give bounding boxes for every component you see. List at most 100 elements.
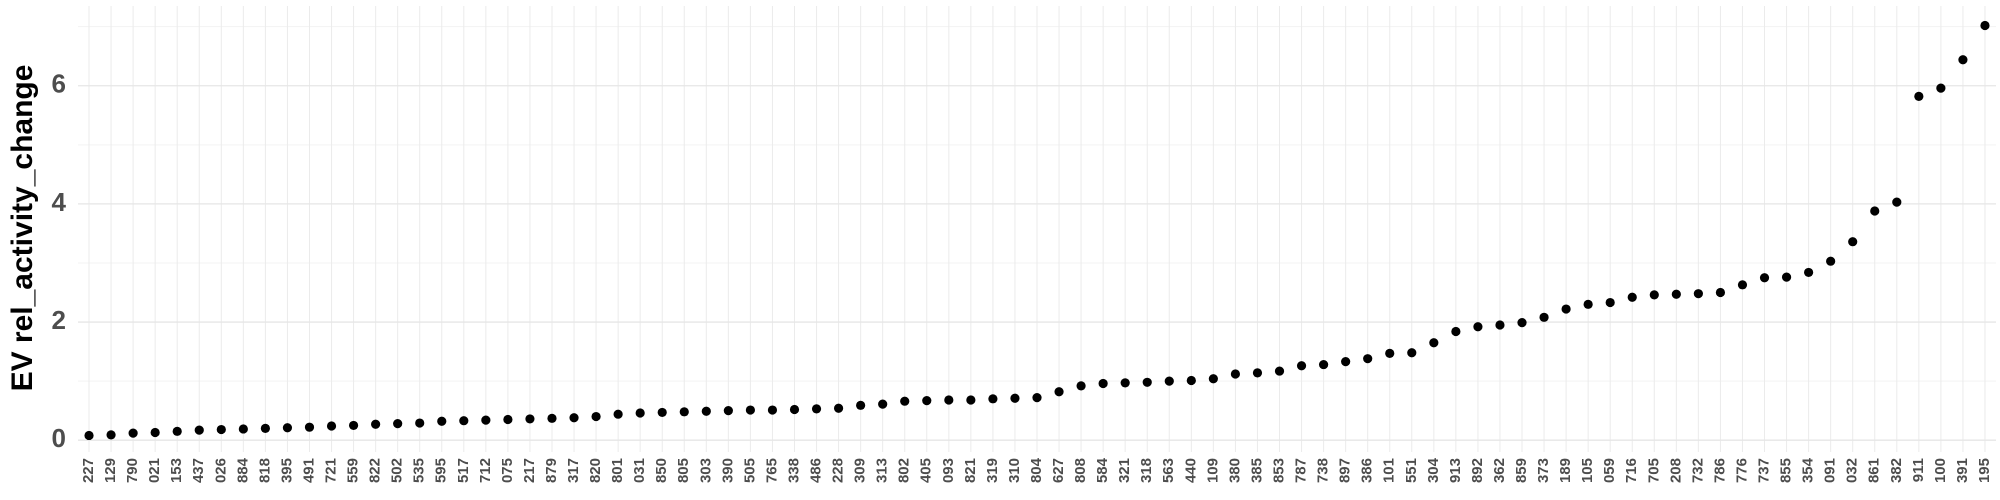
x-tick-label: 304 [1425,457,1442,483]
x-tick-label: 091 [1822,458,1839,483]
x-tick-label: 105 [1579,458,1596,483]
x-tick-label: 712 [477,458,494,483]
x-tick-label: 031 [631,458,648,483]
x-tick-label: 373 [1535,458,1552,483]
point [1296,361,1307,371]
point [679,407,689,417]
x-tick-label: 732 [1689,458,1706,483]
point [1649,290,1659,300]
point [1120,378,1130,388]
x-tick-label: 317 [565,458,582,483]
x-tick-label: 786 [1711,458,1728,483]
point [172,426,182,436]
x-tick-label: 109 [1204,458,1221,483]
point [1451,326,1461,337]
x-tick-label: 217 [521,458,538,483]
point [1186,375,1196,386]
labels: 0 2 4 6 227 129 790 021 153 437 026 884 818 395 491 721… [52,69,1993,483]
x-tick-label: 313 [874,458,891,483]
point [811,404,822,414]
points [84,20,1990,441]
x-tick-label: 021 [146,458,163,483]
point [657,407,667,418]
point [437,416,447,426]
point [1495,320,1505,330]
x-tick-label: 804 [1028,457,1045,483]
point [393,419,403,429]
point [1693,289,1703,299]
x-tick-label: 505 [741,458,758,483]
x-tick-label: 551 [1403,458,1420,483]
point [1473,322,1483,332]
x-tick-label: 189 [1557,458,1574,483]
point [966,395,976,405]
x-tick-label: 911 [1910,458,1927,482]
x-tick-label: 820 [587,458,604,483]
x-tick-label: 321 [1116,458,1133,483]
point [878,399,888,409]
point [1385,348,1395,358]
x-tick-label: 385 [1248,458,1265,483]
point [1715,287,1726,298]
point [106,430,116,440]
x-tick-label: 517 [455,458,472,483]
x-tick-label: 855 [1778,458,1795,483]
x-tick-label: 228 [830,458,847,483]
x-tick-label: 584 [1094,457,1111,483]
point [503,414,513,425]
x-tick-label: 850 [653,458,670,483]
point [833,403,844,413]
x-tick-label: 153 [168,458,185,483]
x-tick-label: 721 [322,458,339,483]
x-tick-label: 859 [1513,458,1530,483]
point [282,423,293,433]
x-tick-label: 208 [1667,458,1684,483]
point [900,396,910,406]
x-tick-label: 913 [1447,458,1464,483]
x-tick-label: 535 [411,458,428,483]
x-tick-label: 195 [1976,458,1993,483]
x-tick-label: 805 [675,458,692,483]
point [723,406,733,416]
x-tick-label: 716 [1623,458,1640,483]
x-tick-label: 310 [1006,458,1023,483]
x-tick-label: 790 [124,458,141,483]
point [701,406,711,416]
x-tick-label: 559 [345,458,362,483]
x-tick-label: 818 [256,458,273,483]
x-tick-label: 808 [1072,458,1089,483]
point [525,414,535,424]
point [1539,312,1549,322]
x-tick-label: 309 [852,458,869,483]
x-tick-label: 100 [1932,458,1949,483]
grid [78,6,1996,452]
x-tick-label: 380 [1226,458,1243,483]
point [371,419,381,429]
x-tick-label: 705 [1645,458,1662,483]
x-tick-label: 861 [1866,458,1883,483]
point [1054,387,1064,397]
point [260,423,270,433]
x-tick-label: 627 [1050,458,1067,483]
x-tick-label: 737 [1755,458,1772,483]
point [922,396,932,406]
x-tick-label: 059 [1601,458,1618,483]
x-tick-label: 354 [1800,457,1817,483]
point [1561,304,1571,314]
point [569,413,579,423]
point [789,404,800,415]
point [1848,237,1858,247]
x-tick-label: 362 [1491,458,1508,483]
x-tick-label: 093 [940,458,957,483]
x-tick-label: 738 [1315,458,1332,483]
point [415,418,425,428]
x-tick-label: 391 [1954,458,1971,483]
x-tick-label: 405 [918,458,935,483]
point [128,428,138,438]
point [326,421,337,431]
x-tick-label: 386 [1359,458,1376,483]
x-tick-label: 787 [1293,458,1310,483]
x-tick-label: 822 [367,458,384,483]
x-tick-label: 892 [1469,458,1486,483]
